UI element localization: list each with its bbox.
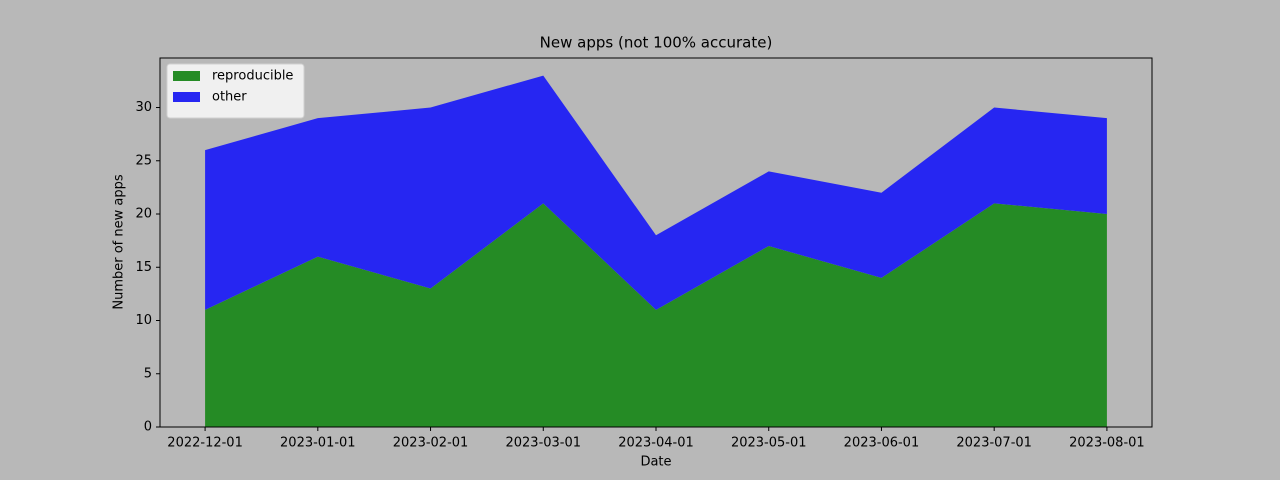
y-tick-label: 15 (135, 260, 152, 275)
y-tick-label: 20 (135, 207, 152, 222)
x-tick-label: 2023-01-01 (280, 436, 356, 451)
x-tick-label: 2023-04-01 (618, 436, 694, 451)
x-tick-label: 2023-03-01 (505, 436, 581, 451)
legend-label: reproducible (212, 69, 293, 84)
y-tick-label: 10 (135, 313, 152, 328)
area (205, 203, 1107, 427)
x-tick-label: 2023-06-01 (844, 436, 920, 451)
x-axis-label: Date (640, 455, 671, 470)
y-tick-label: 25 (135, 153, 152, 168)
legend-label: other (212, 90, 247, 105)
x-tick-label: 2022-12-01 (167, 436, 243, 451)
x-tick-label: 2023-02-01 (393, 436, 469, 451)
legend-swatch (173, 71, 200, 81)
y-tick-label: 0 (144, 420, 152, 435)
x-tick-label: 2023-05-01 (731, 436, 807, 451)
y-axis-label: Number of new apps (112, 174, 127, 309)
y-tick-label: 5 (144, 366, 152, 381)
area (205, 75, 1107, 310)
x-tick-label: 2023-08-01 (1069, 436, 1145, 451)
chart-title: New apps (not 100% accurate) (540, 34, 773, 52)
legend-box (166, 63, 305, 119)
legend-swatch (173, 92, 200, 102)
y-tick-label: 30 (135, 100, 152, 115)
x-tick-label: 2023-07-01 (956, 436, 1032, 451)
